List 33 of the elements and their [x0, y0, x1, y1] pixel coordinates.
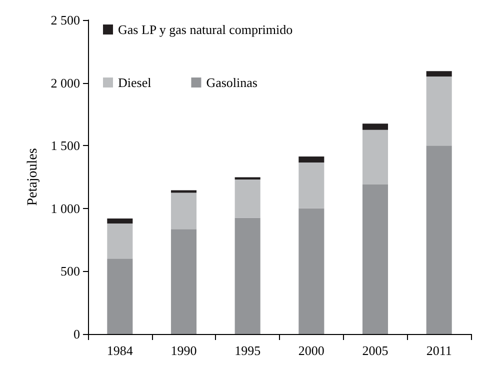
x-tick-label: 2011 [426, 343, 452, 358]
bar [426, 76, 452, 146]
bar [426, 146, 452, 334]
bar [298, 162, 324, 208]
bar [362, 184, 388, 334]
y-tick-label: 1 000 [50, 200, 80, 216]
x-tick-label: 1984 [106, 343, 134, 358]
legend-label: Gas LP y gas natural comprimido [118, 22, 293, 37]
y-axis-title: Petajoules [25, 148, 40, 206]
bar [107, 258, 133, 334]
bar [362, 124, 388, 130]
bar [107, 223, 133, 259]
x-tick-label: 1995 [234, 343, 261, 358]
bar [234, 180, 260, 218]
bar [426, 71, 452, 77]
bar [170, 229, 197, 334]
x-tick-label: 1990 [170, 343, 197, 358]
y-tick-label: 0 [74, 326, 80, 342]
x-tick-label: 2000 [298, 343, 324, 358]
y-tick-label: 1 500 [50, 138, 80, 154]
bar [170, 190, 197, 193]
legend-label: Diesel [118, 75, 152, 90]
y-tick-label: 500 [60, 264, 80, 279]
bar [298, 156, 324, 163]
legend-label: Gasolinas [206, 75, 258, 90]
bar [170, 192, 197, 230]
bar [362, 130, 388, 185]
y-tick-label: 2 500 [50, 12, 80, 28]
y-tick-label: 2 000 [50, 75, 80, 90]
x-tick-label: 2005 [362, 343, 388, 358]
bar [234, 218, 260, 334]
bar [107, 218, 133, 224]
bar [298, 208, 324, 334]
